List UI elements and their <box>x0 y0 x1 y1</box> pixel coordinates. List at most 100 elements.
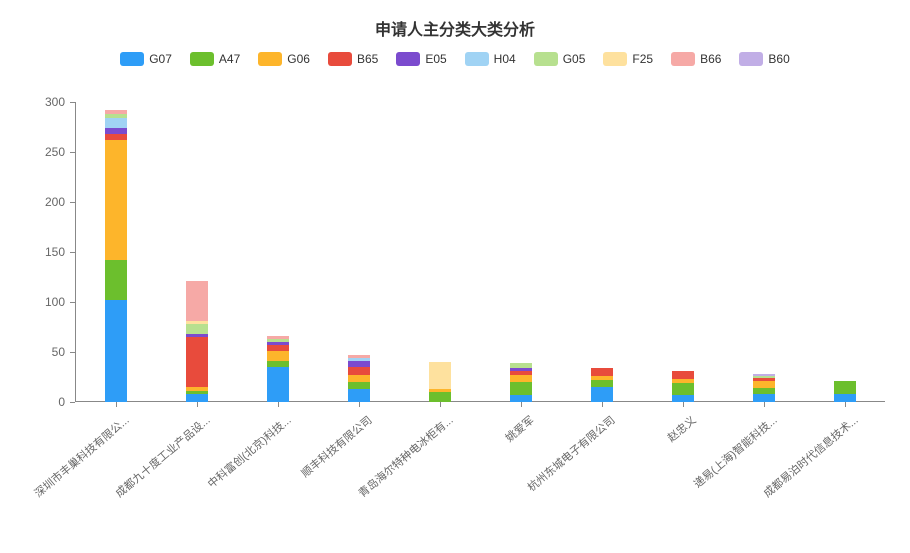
bar-column <box>348 102 370 402</box>
bar-segment-G07[interactable] <box>186 394 208 402</box>
bar-segment-G07[interactable] <box>672 395 694 402</box>
bar-segment-B66[interactable] <box>186 281 208 321</box>
x-tick-label: 成都易泊时代信息技术... <box>697 412 860 553</box>
bar-segment-A47[interactable] <box>753 388 775 394</box>
y-tick-mark <box>70 152 75 153</box>
bar-column <box>510 102 532 402</box>
bar-segment-G06[interactable] <box>105 140 127 260</box>
bar-segment-F25[interactable] <box>429 362 451 389</box>
bar-segment-A47[interactable] <box>105 260 127 300</box>
bar-segment-B65[interactable] <box>672 371 694 379</box>
bar-segment-G05[interactable] <box>510 363 532 368</box>
legend-item-F25[interactable]: F25 <box>603 52 653 66</box>
y-tick-mark <box>70 302 75 303</box>
chart-title: 申请人主分类大类分析 <box>0 16 910 40</box>
bar-segment-G06[interactable] <box>510 375 532 382</box>
bar-segment-G06[interactable] <box>672 379 694 383</box>
bar-segment-E05[interactable] <box>348 361 370 367</box>
bar-segment-B60[interactable] <box>753 374 775 376</box>
x-tick-mark <box>116 402 117 407</box>
chart-container: 申请人主分类大类分析 G07 A47 G06 B65 E05 H04 G05 F25 B66 B6… <box>0 0 910 520</box>
y-tick-label: 250 <box>30 145 65 159</box>
bar-segment-B66[interactable] <box>348 355 370 358</box>
bar-column <box>186 102 208 402</box>
bar-segment-B66[interactable] <box>267 336 289 339</box>
bar-column <box>591 102 613 402</box>
bar-segment-A47[interactable] <box>510 382 532 395</box>
bar-segment-B65[interactable] <box>186 337 208 387</box>
bar-segment-G07[interactable] <box>105 300 127 402</box>
y-tick-label: 100 <box>30 295 65 309</box>
bar-segment-H04[interactable] <box>105 118 127 128</box>
bar-column <box>834 102 856 402</box>
bar-segment-A47[interactable] <box>267 361 289 367</box>
legend-label: G07 <box>149 52 172 66</box>
legend-swatch-G05 <box>534 52 558 66</box>
legend-swatch-H04 <box>465 52 489 66</box>
bar-column <box>672 102 694 402</box>
bar-segment-G05[interactable] <box>186 324 208 334</box>
bar-segment-H04[interactable] <box>348 358 370 361</box>
x-tick-mark <box>359 402 360 407</box>
legend-label: F25 <box>632 52 653 66</box>
bar-segment-G07[interactable] <box>834 394 856 402</box>
bar-segment-G05[interactable] <box>105 114 127 118</box>
plot-area: 050100150200250300深圳市丰巢科技有限公...成都九十度工业产品… <box>75 102 885 402</box>
bar-segment-B65[interactable] <box>105 134 127 140</box>
bar-segment-G07[interactable] <box>753 394 775 402</box>
bar-segment-B65[interactable] <box>510 371 532 375</box>
bar-segment-A47[interactable] <box>672 383 694 395</box>
bar-segment-G06[interactable] <box>429 389 451 392</box>
bar-segment-G07[interactable] <box>510 395 532 402</box>
y-tick-mark <box>70 252 75 253</box>
bar-segment-E05[interactable] <box>267 342 289 345</box>
bar-segment-E05[interactable] <box>105 128 127 134</box>
y-axis <box>75 102 76 402</box>
y-tick-mark <box>70 202 75 203</box>
bar-segment-B66[interactable] <box>105 110 127 114</box>
legend-item-B65[interactable]: B65 <box>328 52 378 66</box>
x-tick-mark <box>602 402 603 407</box>
bar-segment-G06[interactable] <box>591 376 613 380</box>
bar-segment-B65[interactable] <box>591 368 613 376</box>
x-tick-mark <box>521 402 522 407</box>
x-tick-mark <box>197 402 198 407</box>
bar-segment-G05[interactable] <box>267 339 289 342</box>
bar-segment-B65[interactable] <box>267 345 289 351</box>
legend-item-B66[interactable]: B66 <box>671 52 721 66</box>
bar-segment-A47[interactable] <box>429 392 451 402</box>
legend-item-G06[interactable]: G06 <box>258 52 310 66</box>
bar-segment-A47[interactable] <box>348 382 370 389</box>
bar-segment-E05[interactable] <box>510 368 532 371</box>
y-tick-label: 150 <box>30 245 65 259</box>
bar-segment-G06[interactable] <box>348 375 370 382</box>
legend-item-B60[interactable]: B60 <box>739 52 789 66</box>
x-tick-label: 顺丰科技有限公司 <box>211 412 374 553</box>
legend-item-A47[interactable]: A47 <box>190 52 240 66</box>
bar-segment-A47[interactable] <box>834 381 856 394</box>
bar-segment-A47[interactable] <box>591 380 613 387</box>
x-tick-label: 杭州东城电子有限公司 <box>454 412 617 553</box>
bar-segment-G07[interactable] <box>267 367 289 402</box>
bar-segment-G07[interactable] <box>348 389 370 402</box>
bar-segment-B65[interactable] <box>348 367 370 375</box>
bar-segment-G07[interactable] <box>591 387 613 402</box>
legend-label: B66 <box>700 52 721 66</box>
bar-segment-E05[interactable] <box>186 334 208 337</box>
bar-segment-G06[interactable] <box>186 387 208 391</box>
legend-item-G05[interactable]: G05 <box>534 52 586 66</box>
bar-segment-G05[interactable] <box>753 376 775 378</box>
bar-segment-G06[interactable] <box>267 351 289 361</box>
legend-label: A47 <box>219 52 240 66</box>
legend-item-H04[interactable]: H04 <box>465 52 516 66</box>
legend-label: G06 <box>287 52 310 66</box>
legend-label: H04 <box>494 52 516 66</box>
bar-segment-B65[interactable] <box>753 378 775 381</box>
bar-segment-F25[interactable] <box>186 321 208 324</box>
legend: G07 A47 G06 B65 E05 H04 G05 F25 B66 B60 <box>0 52 910 71</box>
bar-segment-A47[interactable] <box>186 391 208 394</box>
bar-segment-G06[interactable] <box>753 381 775 388</box>
legend-item-E05[interactable]: E05 <box>396 52 446 66</box>
legend-swatch-E05 <box>396 52 420 66</box>
legend-item-G07[interactable]: G07 <box>120 52 172 66</box>
